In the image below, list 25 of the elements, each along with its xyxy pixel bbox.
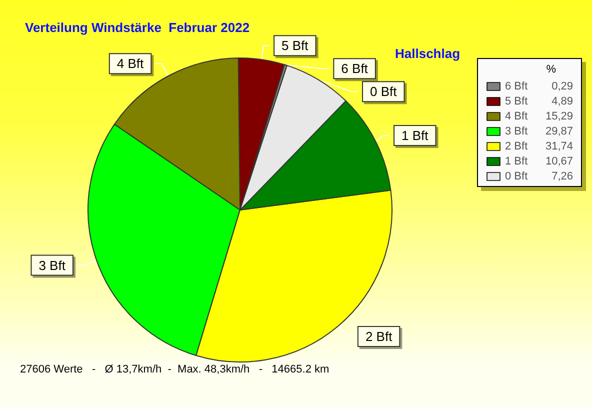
data-label: 15,29 bbox=[545, 110, 573, 122]
legend-label: 5 Bft bbox=[505, 96, 528, 108]
slice-label: 5 Bft bbox=[282, 38, 309, 54]
chart-subtitle: Hallschlag bbox=[395, 46, 460, 61]
data-label: 31,74 bbox=[545, 140, 573, 152]
slice-label: 2 Bft bbox=[365, 329, 393, 344]
legend-label: 1 Bft bbox=[505, 156, 528, 168]
data-label: 10,67 bbox=[545, 156, 573, 168]
legend-label: 4 Bft bbox=[505, 110, 528, 122]
legend-label: 0 Bft bbox=[505, 170, 528, 182]
slice-label: 3 Bft bbox=[38, 258, 66, 273]
text: 27606 Werte - Ø 13,7km/h - Max. 48,3km/h - 14665.2 km bbox=[20, 364, 330, 376]
data-label: 29,87 bbox=[545, 126, 573, 138]
legend-label: 6 Bft bbox=[505, 80, 528, 92]
legend-title: % bbox=[546, 64, 556, 76]
legend-label: 2 Bft bbox=[505, 140, 528, 152]
slice-label: 1 Bft bbox=[402, 128, 429, 144]
chart-title: Verteilung Windstärke Februar 2022 bbox=[25, 20, 250, 35]
data-label: 7,26 bbox=[552, 170, 573, 182]
data-label: 4,89 bbox=[552, 96, 573, 108]
slice-label: 0 Bft bbox=[370, 84, 398, 100]
data-label: 0,29 bbox=[552, 80, 573, 92]
slice-label: 4 Bft bbox=[116, 56, 144, 72]
slice-label: 6 Bft bbox=[341, 61, 368, 76]
legend-label: 3 Bft bbox=[505, 126, 528, 138]
